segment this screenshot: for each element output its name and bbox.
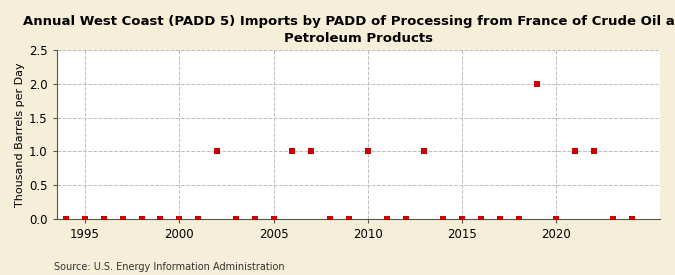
Point xyxy=(457,216,468,221)
Point xyxy=(193,216,204,221)
Point xyxy=(513,216,524,221)
Point xyxy=(80,216,90,221)
Text: Source: U.S. Energy Information Administration: Source: U.S. Energy Information Administ… xyxy=(54,262,285,272)
Point xyxy=(136,216,147,221)
Point xyxy=(230,216,241,221)
Point xyxy=(438,216,449,221)
Point xyxy=(626,216,637,221)
Point xyxy=(589,149,599,153)
Point xyxy=(532,82,543,86)
Point xyxy=(362,149,373,153)
Point xyxy=(551,216,562,221)
Point xyxy=(419,149,430,153)
Point xyxy=(400,216,411,221)
Point xyxy=(212,149,223,153)
Point xyxy=(287,149,298,153)
Y-axis label: Thousand Barrels per Day: Thousand Barrels per Day xyxy=(15,62,25,207)
Point xyxy=(494,216,505,221)
Point xyxy=(155,216,166,221)
Point xyxy=(608,216,618,221)
Point xyxy=(325,216,335,221)
Point xyxy=(344,216,354,221)
Point xyxy=(174,216,185,221)
Point xyxy=(99,216,109,221)
Point xyxy=(249,216,260,221)
Title: Annual West Coast (PADD 5) Imports by PADD of Processing from France of Crude Oi: Annual West Coast (PADD 5) Imports by PA… xyxy=(23,15,675,45)
Point xyxy=(306,149,317,153)
Point xyxy=(570,149,580,153)
Point xyxy=(475,216,486,221)
Point xyxy=(117,216,128,221)
Point xyxy=(268,216,279,221)
Point xyxy=(61,216,72,221)
Point xyxy=(381,216,392,221)
